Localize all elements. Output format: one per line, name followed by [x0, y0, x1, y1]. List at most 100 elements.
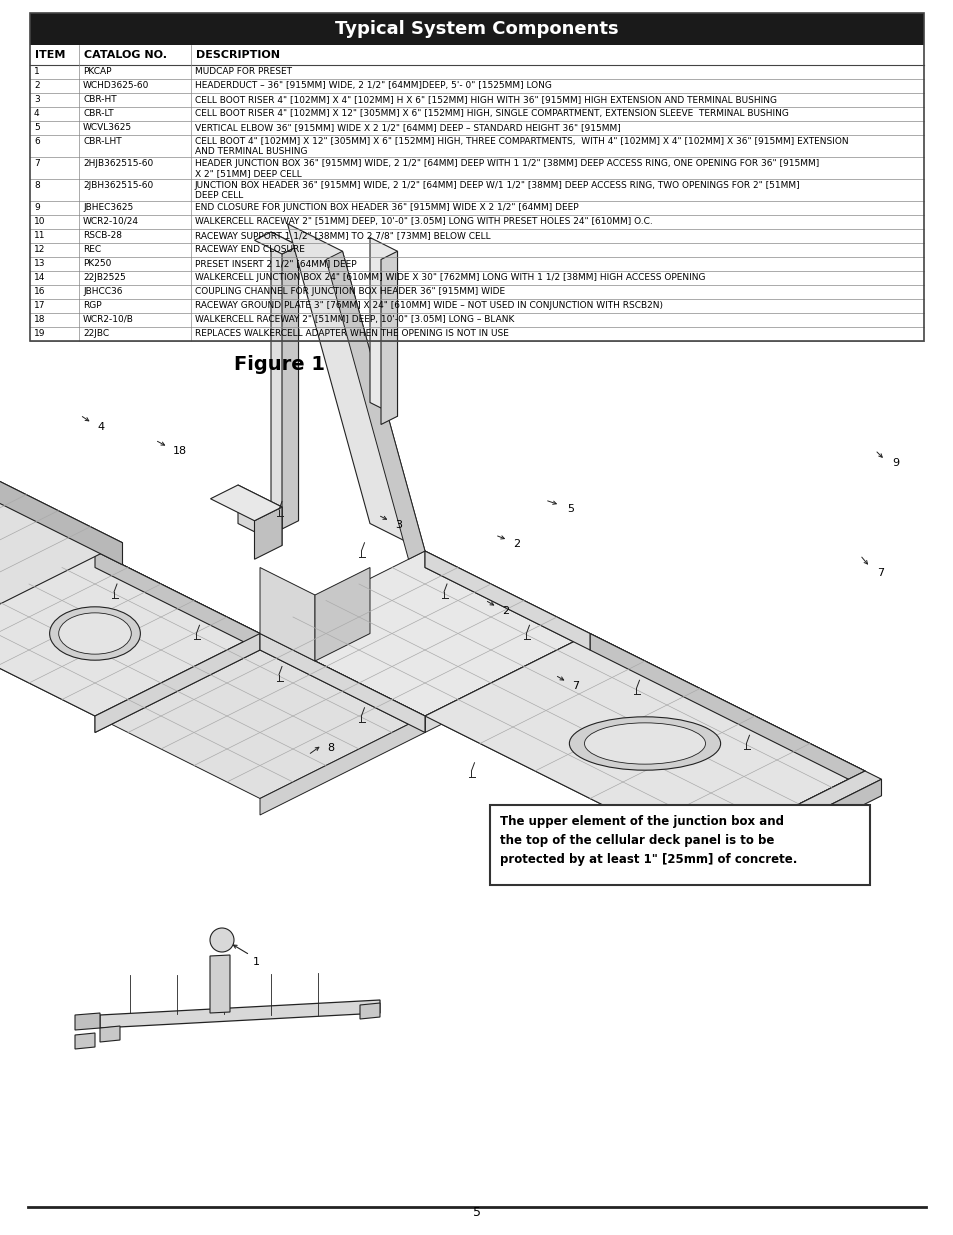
Polygon shape: [424, 551, 589, 650]
Polygon shape: [314, 568, 370, 661]
Text: 16: 16: [34, 287, 46, 296]
Text: 1: 1: [34, 67, 40, 77]
Polygon shape: [0, 447, 122, 625]
Polygon shape: [260, 634, 424, 732]
Polygon shape: [271, 232, 298, 521]
FancyBboxPatch shape: [30, 93, 923, 107]
Polygon shape: [424, 634, 864, 853]
FancyBboxPatch shape: [30, 135, 923, 157]
Text: 4: 4: [97, 422, 104, 432]
Text: RSCB-28: RSCB-28: [83, 231, 122, 240]
FancyBboxPatch shape: [30, 44, 923, 65]
Polygon shape: [380, 251, 397, 425]
Text: HEADERDUCT – 36" [915MM] WIDE, 2 1/2" [64MM]DEEP, 5'- 0" [1525MM] LONG: HEADERDUCT – 36" [915MM] WIDE, 2 1/2" [6…: [194, 82, 551, 90]
Ellipse shape: [569, 716, 720, 771]
Text: 3: 3: [34, 95, 40, 104]
Polygon shape: [210, 955, 230, 1013]
Text: 22JB2525: 22JB2525: [83, 273, 126, 282]
FancyBboxPatch shape: [30, 201, 923, 215]
FancyBboxPatch shape: [30, 14, 923, 44]
Text: 7: 7: [876, 568, 883, 578]
Text: CELL BOOT RISER 4" [102MM] X 4" [102MM] H X 6" [152MM] HIGH WITH 36" [915MM] HIG: CELL BOOT RISER 4" [102MM] X 4" [102MM] …: [194, 95, 776, 104]
Polygon shape: [700, 771, 864, 869]
Text: CBR-LHT: CBR-LHT: [83, 137, 122, 146]
Text: 7: 7: [34, 159, 40, 168]
Text: CBR-HT: CBR-HT: [83, 95, 116, 104]
Text: WCR2-10/B: WCR2-10/B: [83, 315, 134, 324]
Text: ITEM: ITEM: [35, 49, 66, 61]
Polygon shape: [424, 634, 589, 732]
Text: 4: 4: [34, 109, 40, 119]
Polygon shape: [0, 448, 122, 547]
Text: CBR-LT: CBR-LT: [83, 109, 113, 119]
Polygon shape: [95, 551, 260, 650]
Text: CELL BOOT RISER 4" [102MM] X 12" [305MM] X 6" [152MM] HIGH, SINGLE COMPARTMENT, : CELL BOOT RISER 4" [102MM] X 12" [305MM]…: [194, 109, 788, 119]
Polygon shape: [0, 551, 260, 716]
Polygon shape: [326, 251, 424, 559]
Text: REC: REC: [83, 245, 101, 254]
Polygon shape: [95, 634, 424, 799]
FancyBboxPatch shape: [30, 270, 923, 285]
Polygon shape: [282, 246, 298, 529]
Polygon shape: [260, 551, 589, 716]
Polygon shape: [700, 771, 864, 869]
Text: WCR2-10/24: WCR2-10/24: [83, 217, 139, 226]
Text: 14: 14: [34, 273, 46, 282]
Text: 3: 3: [395, 520, 401, 530]
Text: REPLACES WALKERCELL ADAPTER WHEN THE OPENING IS NOT IN USE: REPLACES WALKERCELL ADAPTER WHEN THE OPE…: [194, 329, 508, 338]
Text: VERTICAL ELBOW 36" [915MM] WIDE X 2 1/2" [64MM] DEEP – STANDARD HEIGHT 36" [915M: VERTICAL ELBOW 36" [915MM] WIDE X 2 1/2"…: [194, 124, 620, 132]
Text: Figure 1: Figure 1: [234, 354, 325, 374]
Text: COUPLING CHANNEL FOR JUNCTION BOX HEADER 36" [915MM] WIDE: COUPLING CHANNEL FOR JUNCTION BOX HEADER…: [194, 287, 504, 296]
Text: RACEWAY SUPPORT 1 1/2" [38MM] TO 2 7/8" [73MM] BELOW CELL: RACEWAY SUPPORT 1 1/2" [38MM] TO 2 7/8" …: [194, 231, 490, 240]
Polygon shape: [95, 634, 260, 732]
Polygon shape: [260, 634, 424, 732]
Text: 7: 7: [572, 680, 578, 692]
FancyBboxPatch shape: [490, 805, 869, 885]
Text: 2: 2: [513, 538, 519, 550]
Text: WALKERCELL RACEWAY 2" [51MM] DEEP, 10'-0" [3.05M] LONG – BLANK: WALKERCELL RACEWAY 2" [51MM] DEEP, 10'-0…: [194, 315, 514, 324]
Polygon shape: [0, 466, 122, 564]
FancyBboxPatch shape: [30, 327, 923, 341]
FancyBboxPatch shape: [30, 215, 923, 228]
FancyBboxPatch shape: [30, 285, 923, 299]
FancyBboxPatch shape: [30, 79, 923, 93]
Text: WCHD3625-60: WCHD3625-60: [83, 82, 150, 90]
Text: RACEWAY GROUND PLATE 3" [76MM] X 24" [610MM] WIDE – NOT USED IN CONJUNCTION WITH: RACEWAY GROUND PLATE 3" [76MM] X 24" [61…: [194, 301, 662, 310]
Polygon shape: [589, 634, 864, 788]
Text: HEADER JUNCTION BOX 36" [915MM] WIDE, 2 1/2" [64MM] DEEP WITH 1 1/2" [38MM] DEEP: HEADER JUNCTION BOX 36" [915MM] WIDE, 2 …: [194, 159, 819, 178]
Ellipse shape: [50, 606, 140, 661]
Polygon shape: [75, 1013, 100, 1030]
Polygon shape: [0, 447, 122, 564]
Text: 11: 11: [34, 231, 46, 240]
FancyBboxPatch shape: [30, 312, 923, 327]
Polygon shape: [254, 232, 298, 254]
Text: 6: 6: [34, 137, 40, 146]
Text: 2: 2: [34, 82, 40, 90]
Polygon shape: [0, 452, 122, 552]
Polygon shape: [100, 1000, 379, 1028]
Text: PKCAP: PKCAP: [83, 67, 112, 77]
Text: 22JBC: 22JBC: [83, 329, 110, 338]
Text: JUNCTION BOX HEADER 36" [915MM] WIDE, 2 1/2" [64MM] DEEP W/1 1/2" [38MM] DEEP AC: JUNCTION BOX HEADER 36" [915MM] WIDE, 2 …: [194, 182, 800, 200]
FancyBboxPatch shape: [30, 121, 923, 135]
Polygon shape: [424, 634, 864, 853]
Text: RGP: RGP: [83, 301, 102, 310]
Text: 1: 1: [253, 957, 260, 967]
FancyBboxPatch shape: [30, 107, 923, 121]
Text: Typical System Components: Typical System Components: [335, 20, 618, 38]
Polygon shape: [359, 1003, 379, 1019]
FancyBboxPatch shape: [30, 243, 923, 257]
Text: MUDCAP FOR PRESET: MUDCAP FOR PRESET: [194, 67, 292, 77]
Text: 10: 10: [34, 217, 46, 226]
Polygon shape: [211, 485, 282, 521]
Polygon shape: [0, 551, 260, 716]
Text: 5: 5: [473, 1207, 480, 1219]
Circle shape: [210, 927, 233, 952]
Polygon shape: [100, 1026, 120, 1042]
Text: 9: 9: [891, 458, 898, 468]
Text: RACEWAY END CLOSURE: RACEWAY END CLOSURE: [194, 245, 304, 254]
Text: WALKERCELL RACEWAY 2" [51MM] DEEP, 10'-0" [3.05M] LONG WITH PRESET HOLES 24" [61: WALKERCELL RACEWAY 2" [51MM] DEEP, 10'-0…: [194, 217, 652, 226]
Text: 8: 8: [327, 743, 334, 753]
Text: JBHCC36: JBHCC36: [83, 287, 123, 296]
Polygon shape: [237, 485, 282, 546]
